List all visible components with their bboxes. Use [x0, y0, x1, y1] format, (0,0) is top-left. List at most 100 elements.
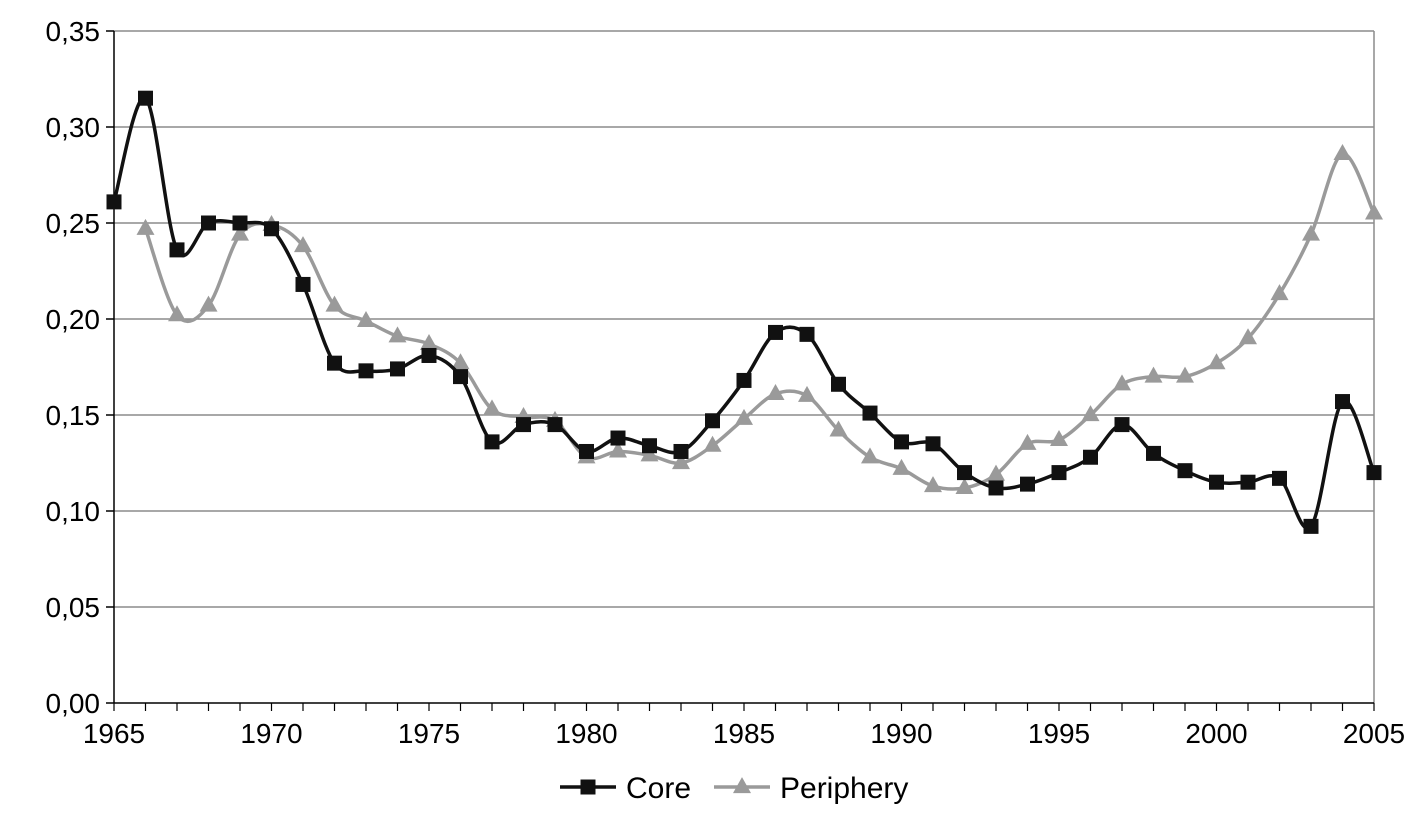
series-line-periphery [143, 152, 1376, 491]
data-point-core [1020, 476, 1035, 492]
x-tick-label: 1990 [870, 718, 932, 749]
data-point-periphery [861, 447, 879, 464]
data-point-periphery [1176, 366, 1194, 383]
legend-label-periphery: Periphery [780, 772, 908, 805]
legend-marker-periphery [733, 777, 751, 794]
legend: Core Periphery [560, 772, 908, 805]
data-point-periphery [735, 408, 753, 425]
data-point-core [1335, 394, 1350, 410]
data-point-core [1209, 474, 1224, 490]
data-point-core [453, 369, 468, 385]
data-point-core [390, 361, 405, 377]
data-point-core [705, 413, 720, 429]
data-point-periphery [483, 399, 501, 416]
data-point-core [1051, 465, 1067, 481]
series-core [106, 90, 1382, 534]
data-point-core [831, 376, 846, 392]
legend-label-core: Core [626, 772, 691, 805]
x-tick-label: 1980 [555, 718, 617, 749]
data-point-periphery [672, 453, 690, 470]
data-point-periphery [640, 445, 659, 462]
data-point-core [1272, 470, 1287, 486]
data-point-periphery [703, 435, 722, 452]
data-point-core [1366, 465, 1382, 481]
x-tick-label: 1985 [713, 718, 775, 749]
data-point-core [138, 90, 153, 106]
data-point-core [799, 326, 815, 342]
data-point-periphery [325, 295, 344, 312]
data-point-periphery [955, 478, 974, 495]
data-point-periphery [1018, 433, 1037, 450]
data-point-core [264, 221, 279, 237]
data-point-core [358, 363, 374, 379]
data-point-periphery [231, 224, 249, 241]
data-point-core [1240, 474, 1256, 490]
y-tick-label: 0,35 [46, 16, 101, 47]
y-tick-label: 0,25 [46, 208, 101, 239]
data-point-periphery [420, 334, 438, 351]
x-tick-label: 1970 [240, 718, 302, 749]
data-point-core [295, 276, 311, 292]
data-point-periphery [892, 458, 911, 475]
data-point-periphery [1270, 284, 1289, 301]
data-point-periphery [1207, 353, 1226, 370]
data-point-core [106, 194, 122, 210]
data-point-core [484, 434, 500, 450]
data-point-core [421, 347, 437, 363]
legend-item-core: Core [560, 772, 691, 805]
data-point-periphery [136, 218, 155, 235]
data-point-core [736, 372, 752, 388]
data-point-periphery [924, 476, 942, 493]
data-point-core [642, 438, 657, 454]
data-point-periphery [294, 236, 312, 253]
x-tick-label: 1995 [1028, 718, 1090, 749]
data-point-core [957, 465, 972, 481]
data-point-core [1146, 445, 1161, 461]
data-point-core [516, 417, 531, 433]
data-point-core [232, 215, 248, 231]
data-point-core [547, 417, 563, 433]
data-point-periphery [168, 305, 186, 322]
data-point-core [894, 434, 909, 450]
data-point-periphery [1081, 405, 1100, 422]
data-point-periphery [1365, 203, 1383, 220]
data-point-core [1114, 417, 1130, 433]
data-point-periphery [766, 383, 785, 400]
series-group [106, 90, 1383, 534]
y-tick-label: 0,10 [46, 496, 101, 527]
data-point-core [925, 436, 941, 452]
x-tick-label: 1965 [83, 718, 145, 749]
data-point-periphery [1302, 224, 1320, 241]
data-point-periphery [1050, 430, 1068, 447]
y-tick-label: 0,15 [46, 400, 101, 431]
series-periphery [136, 143, 1383, 495]
y-tick-label: 0,20 [46, 304, 101, 335]
data-point-core [610, 430, 626, 446]
data-point-core [327, 355, 342, 371]
data-point-periphery [798, 385, 816, 402]
y-tick-label: 0,30 [46, 112, 101, 143]
data-point-core [988, 480, 1004, 496]
data-point-core [768, 324, 783, 340]
data-point-periphery [1333, 143, 1352, 160]
data-point-periphery [388, 326, 407, 343]
x-tick-label: 2005 [1343, 718, 1405, 749]
data-point-periphery [199, 295, 218, 312]
data-point-periphery [1113, 374, 1131, 391]
data-point-core [1083, 449, 1098, 465]
data-point-core [169, 242, 185, 258]
data-point-core [862, 405, 878, 421]
x-tick-label: 2000 [1185, 718, 1247, 749]
data-point-periphery [1144, 366, 1163, 383]
legend-item-periphery: Periphery [714, 772, 908, 805]
data-point-periphery [829, 420, 848, 437]
data-point-periphery [609, 441, 627, 458]
data-point-core [1303, 518, 1319, 534]
data-point-periphery [1239, 328, 1257, 345]
data-point-core [579, 443, 594, 459]
y-tick-label: 0,00 [46, 688, 101, 719]
y-tick-label: 0,05 [46, 592, 101, 623]
data-point-core [1177, 463, 1193, 479]
